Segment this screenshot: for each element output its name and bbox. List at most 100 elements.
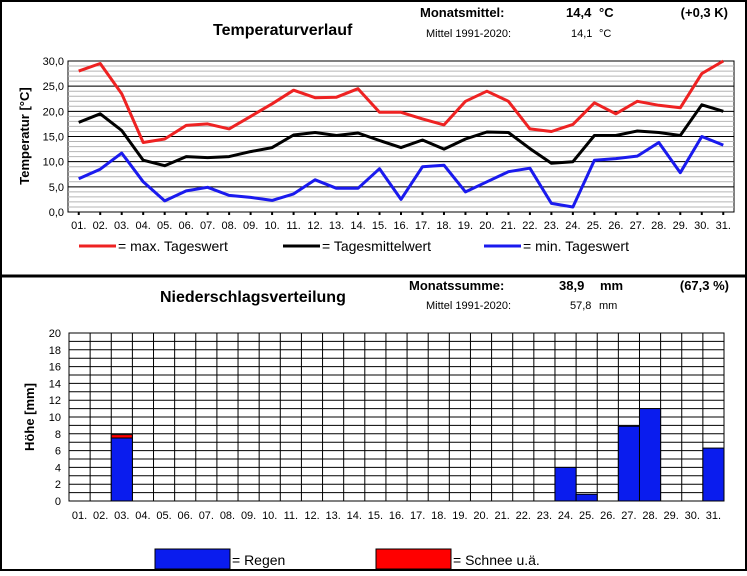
precipitation-x-tick-label: 29.	[664, 510, 679, 522]
precipitation-y-axis-label: Höhe [mm]	[22, 383, 37, 451]
temperature-x-tick-label: 18.	[436, 220, 451, 232]
temperature-series-line-2	[78, 135, 724, 209]
temperature-x-tick-label: 05.	[157, 220, 172, 232]
precipitation-x-tick-label: 15.	[368, 510, 383, 522]
precipitation-x-tick-label: 30.	[685, 510, 700, 522]
temperature-ref-unit: °C	[599, 28, 611, 40]
temperature-x-tick-label: 10.	[264, 220, 279, 232]
precipitation-panel: Niederschlagsverteilung Monatssumme: 38,…	[22, 278, 729, 570]
precipitation-x-tick-label: 05.	[156, 510, 171, 522]
temperature-grid	[67, 60, 735, 213]
precipitation-x-tick-label: 17.	[410, 510, 425, 522]
precipitation-legend-swatch-1	[375, 548, 452, 570]
temperature-x-tick-label: 13.	[329, 220, 344, 232]
temperature-x-tick-label: 24.	[565, 220, 580, 232]
precipitation-x-tick-label: 19.	[452, 510, 467, 522]
precipitation-legend-label-0: = Regen	[232, 552, 285, 568]
temperature-x-tick-label: 26.	[608, 220, 623, 232]
precipitation-x-tick-label: 26.	[600, 510, 615, 522]
precipitation-x-tick-label: 04.	[135, 510, 150, 522]
temperature-x-tick-label: 31.	[716, 220, 731, 232]
precipitation-x-tick-label: 11.	[284, 510, 298, 522]
precipitation-x-tick-label: 23.	[537, 510, 552, 522]
temperature-x-tick-label: 14.	[350, 220, 365, 232]
precipitation-title: Niederschlagsverteilung	[160, 289, 346, 306]
temperature-x-tick-label: 20.	[479, 220, 494, 232]
temperature-series-line-1	[78, 103, 724, 168]
temperature-x-tick-label: 11.	[286, 220, 300, 232]
temperature-x-tick-label: 04.	[136, 220, 151, 232]
temperature-ref-value: 14,1	[571, 28, 592, 40]
temperature-stat-label: Monatsmittel:	[420, 5, 505, 20]
precipitation-y-tick-label: 18	[49, 345, 61, 357]
precipitation-y-tick-label: 16	[49, 362, 61, 374]
precipitation-x-tick-label: 16.	[389, 510, 404, 522]
precipitation-ref-unit: mm	[599, 300, 617, 312]
precipitation-stat-value: 38,9	[559, 278, 584, 293]
temperature-x-tick-label: 29.	[673, 220, 688, 232]
precipitation-bars	[110, 408, 725, 502]
precipitation-bar-0	[110, 437, 133, 502]
precipitation-x-tick-label: 13.	[325, 510, 340, 522]
precipitation-legend: = Regen = Schnee u.ä.	[154, 548, 540, 570]
precipitation-x-tick-label: 31.	[706, 510, 721, 522]
precipitation-x-tick-label: 25.	[579, 510, 594, 522]
temperature-x-tick-label: 12.	[307, 220, 322, 232]
temperature-x-tick-label: 08.	[221, 220, 236, 232]
precipitation-x-ticks: 01. 02. 03. 04. 05. 06. 07. 08. 09. 10. 11. 12. 13. 1…	[72, 510, 721, 522]
precipitation-y-tick-label: 0	[55, 496, 61, 508]
temperature-x-tick-label: 28.	[651, 220, 666, 232]
temperature-stat-value: 14,4	[566, 5, 592, 20]
precipitation-bar-1	[110, 434, 133, 439]
precipitation-x-tick-label: 12.	[304, 510, 319, 522]
temperature-x-tick-label: 17.	[415, 220, 430, 232]
precipitation-x-tick-label: 07.	[199, 510, 214, 522]
precipitation-bar-0	[575, 493, 598, 502]
temperature-y-tick-label: 30,0	[43, 56, 64, 68]
temperature-x-tick-label: 16.	[393, 220, 408, 232]
precipitation-bar-0	[617, 425, 640, 502]
temperature-series-line-0	[78, 59, 725, 144]
precipitation-y-tick-label: 14	[49, 378, 61, 390]
temperature-x-ticks: 01. 02. 03. 04. 05. 06. 07. 08. 09. 10. 11. 12. 13. 1…	[71, 212, 731, 232]
precipitation-x-tick-label: 02.	[93, 510, 108, 522]
temperature-legend-label-1: = Tagesmittelwert	[322, 238, 431, 254]
precipitation-x-tick-label: 09.	[241, 510, 256, 522]
temperature-x-tick-label: 01.	[71, 220, 86, 232]
precipitation-y-tick-label: 20	[49, 328, 61, 340]
precipitation-y-tick-label: 8	[55, 429, 61, 441]
precipitation-legend-label-1: = Schnee u.ä.	[453, 552, 540, 568]
precipitation-x-tick-label: 06.	[178, 510, 193, 522]
temperature-x-tick-label: 15.	[372, 220, 387, 232]
temperature-series-lines	[78, 59, 725, 209]
precipitation-x-tick-label: 20.	[473, 510, 488, 522]
precipitation-x-tick-label: 10.	[262, 510, 277, 522]
precipitation-x-tick-label: 28.	[642, 510, 657, 522]
precipitation-ref-label: Mittel 1991-2020:	[426, 300, 511, 312]
precipitation-ref-value: 57,8	[570, 300, 591, 312]
precipitation-y-tick-label: 2	[55, 479, 61, 491]
temperature-y-tick-label: 5,0	[49, 182, 64, 194]
temperature-legend-label-2: = min. Tageswert	[523, 238, 629, 254]
temperature-legend-label-0: = max. Tageswert	[118, 238, 228, 254]
temperature-stat-unit: °C	[599, 5, 614, 20]
precipitation-y-tick-label: 10	[49, 412, 61, 424]
precipitation-grid	[68, 332, 725, 502]
temperature-legend: = max. Tageswert = Tagesmittelwert = min. …	[79, 238, 629, 254]
temperature-y-tick-label: 25,0	[43, 81, 64, 93]
temperature-y-tick-label: 10,0	[43, 157, 64, 169]
temperature-x-tick-label: 07.	[200, 220, 215, 232]
temperature-x-tick-label: 19.	[458, 220, 473, 232]
precipitation-x-tick-label: 24.	[558, 510, 573, 522]
temperature-x-tick-label: 23.	[544, 220, 559, 232]
temperature-panel: Temperaturverlauf Monatsmittel: 14,4 °C …	[17, 5, 735, 254]
precipitation-stat-label: Monatssumme:	[409, 278, 504, 293]
temperature-y-axis-label: Temperatur [°C]	[17, 87, 32, 184]
temperature-y-tick-label: 15,0	[43, 132, 64, 144]
precipitation-y-tick-label: 12	[49, 395, 61, 407]
temperature-y-tick-label: 20,0	[43, 106, 64, 118]
precipitation-y-tick-label: 4	[55, 462, 61, 474]
precipitation-y-tick-label: 6	[55, 446, 61, 458]
